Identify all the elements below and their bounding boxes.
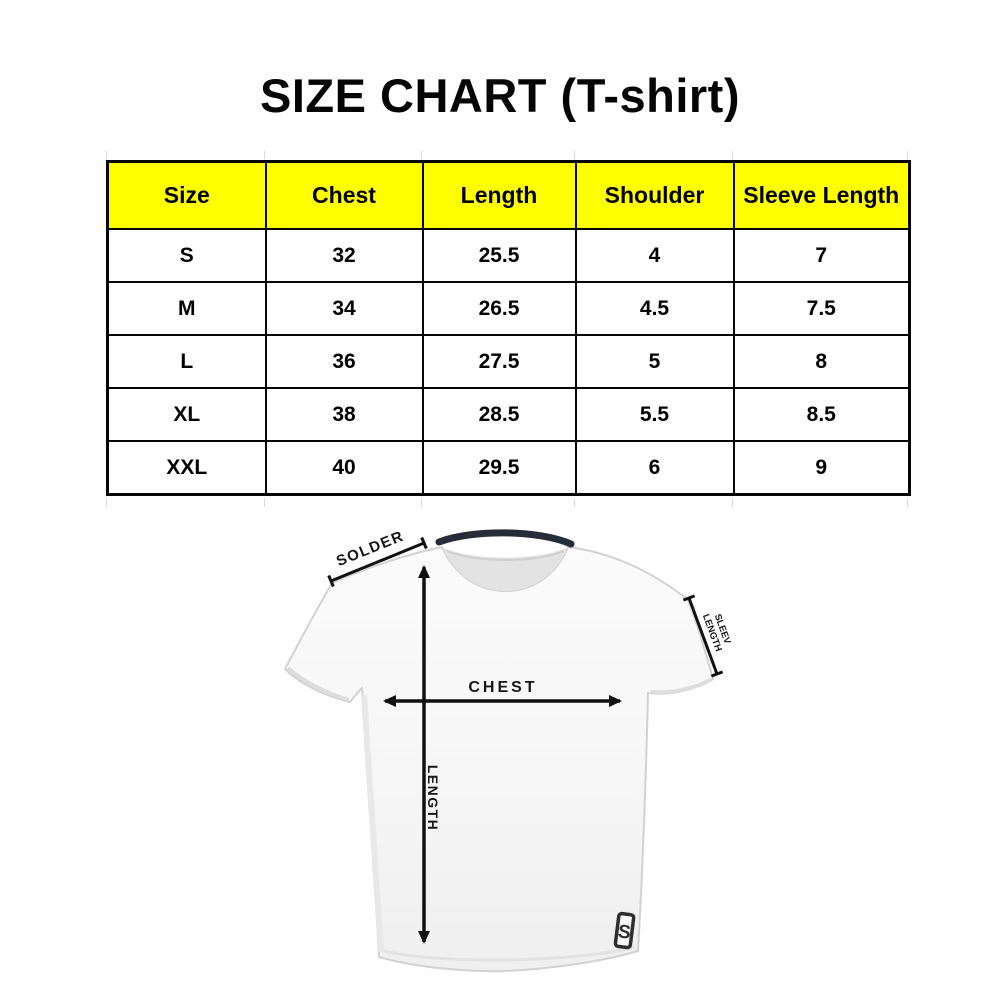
column-header-shoulder: Shoulder [574,160,735,230]
cell-chest: 40 [264,440,424,496]
cell-shoulder: 4.5 [574,281,735,336]
gridline-tick [574,151,575,159]
table-row-s: S 32 25.5 4 7 [106,228,911,283]
cell-shoulder: 6 [574,440,735,496]
cell-chest: 38 [264,387,424,442]
cell-length: 29.5 [421,440,577,496]
collar-line [435,529,575,548]
cell-sleeve-length: 8 [732,334,911,389]
cell-chest: 36 [264,334,424,389]
gridline-tick [907,151,908,159]
cell-size: L [106,334,267,389]
bottom-hem-stitch [383,945,635,962]
table-header-row: Size Chest Length Shoulder Sleeve Length [106,160,911,230]
table-row-xl: XL 38 28.5 5.5 8.5 [106,387,911,442]
gridline-tick [421,499,422,507]
chest-label: CHEST [468,679,537,696]
cell-size: M [106,281,267,336]
cell-chest: 32 [264,228,424,283]
gridline-tick [264,499,265,507]
cell-sleeve-length: 7.5 [732,281,911,336]
gridline-tick [106,151,107,159]
gridline-tick [907,499,908,507]
cell-size: XXL [106,440,267,496]
cell-length: 28.5 [421,387,577,442]
cell-length: 26.5 [421,281,577,336]
column-header-sleeve-length: Sleeve Length [732,160,911,230]
gridline-tick [106,499,107,507]
brand-tag: S [613,911,636,950]
left-sleeve-hem-crease [286,666,350,702]
gridline-tick [732,151,733,159]
gridline-tick [574,499,575,507]
table-row-l: L 36 27.5 5 8 [106,334,911,389]
cell-length: 25.5 [421,228,577,283]
shoulder-dimension-line [327,536,428,588]
cell-size: XL [106,387,267,442]
tshirt-silhouette [284,546,714,973]
gridline-tick [421,151,422,159]
right-sleeve-hem-crease [649,678,711,695]
size-table: Size Chest Length Shoulder Sleeve Length… [106,160,911,496]
cell-shoulder: 5.5 [574,387,735,442]
left-side-shadow [361,694,384,953]
table-row-xxl: XXL 40 29.5 6 9 [106,440,911,496]
cell-size: S [106,228,267,283]
gridline-tick [732,499,733,507]
sleeve-dimension-line [682,594,724,678]
column-header-chest: Chest [264,160,424,230]
column-header-length: Length [421,160,577,230]
cell-shoulder: 4 [574,228,735,283]
table-row-m: M 34 26.5 4.5 7.5 [106,281,911,336]
length-label: LENGTH [425,765,441,832]
collar-inner-seam [446,550,565,561]
cell-length: 27.5 [421,334,577,389]
cell-sleeve-length: 9 [732,440,911,496]
cell-sleeve-length: 8.5 [732,387,911,442]
cell-chest: 34 [264,281,424,336]
page-title: SIZE CHART (T-shirt) [260,69,740,122]
brand-tag-letter: S [617,921,632,943]
gridline-tick [264,151,265,159]
column-header-size: Size [106,160,267,230]
cell-sleeve-length: 7 [732,228,911,283]
cell-shoulder: 5 [574,334,735,389]
